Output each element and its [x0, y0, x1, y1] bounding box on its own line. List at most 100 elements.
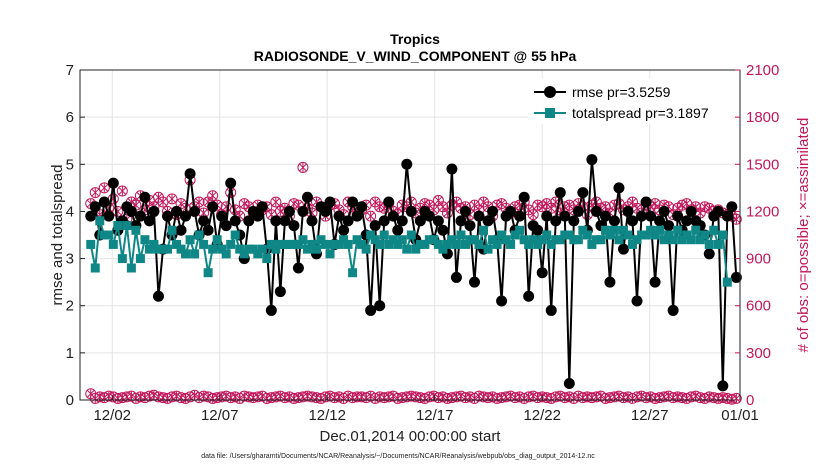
spread-point	[126, 263, 136, 273]
spread-point	[456, 230, 466, 240]
spread-point	[623, 230, 633, 240]
rmse-point	[89, 201, 101, 213]
tick-label-right: 300	[746, 345, 771, 362]
legend-box	[528, 78, 733, 124]
obs-possible-marker	[98, 182, 110, 194]
tick-label-left: 4	[66, 203, 74, 220]
rmse-point	[387, 210, 399, 222]
rmse-point	[405, 205, 417, 217]
rmse-line	[89, 159, 738, 386]
rmse-point	[568, 215, 580, 227]
obs-possible-marker	[112, 205, 124, 217]
rmse-point	[107, 177, 119, 189]
spread-point	[361, 244, 371, 254]
legend-rmse-label: rmse pr=3.5259	[572, 84, 671, 100]
rmse-point	[550, 215, 562, 227]
spread-point	[330, 239, 340, 249]
spread-point	[203, 268, 213, 278]
obs-assimilated-marker	[529, 210, 538, 220]
spread-point	[668, 235, 678, 245]
tick-label-right: 900	[746, 251, 771, 268]
spread-point	[104, 230, 114, 240]
spread-point	[479, 225, 489, 235]
rmse-point	[125, 205, 137, 217]
rmse-point	[103, 210, 115, 222]
rmse-point	[590, 205, 602, 217]
left-axis: 0 1 2 3 4 5 6 7	[66, 62, 85, 409]
spread-point	[311, 244, 321, 254]
spread-point	[618, 225, 628, 235]
spread-point	[591, 235, 601, 245]
spread-point	[370, 235, 380, 245]
spread-point	[298, 235, 308, 245]
spread-point	[677, 235, 687, 245]
spread-point	[244, 244, 254, 254]
spread-point	[235, 244, 245, 254]
right-axis: 0 300 600 900 1200 1500 1800 2100	[735, 62, 779, 409]
rmse-point	[134, 210, 146, 222]
rmse-point	[351, 210, 363, 222]
rmse-point	[306, 215, 318, 227]
rmse-point	[613, 182, 625, 194]
series-rmse	[85, 154, 742, 392]
footer-text: data file: /Users/gharamti/Documents/NCA…	[201, 453, 595, 460]
spread-point	[465, 235, 475, 245]
right-axis-label: # of obs: o=possible; ×=assimilated	[795, 118, 812, 353]
spread-point	[447, 235, 457, 245]
spread-point	[185, 235, 195, 245]
rmse-point	[365, 304, 377, 316]
spread-point	[144, 244, 154, 254]
rmse-point	[617, 243, 629, 255]
tick-label-x: 12/17	[416, 407, 454, 424]
spread-point	[316, 235, 326, 245]
spread-point	[321, 239, 331, 249]
obs-possible-marker	[116, 185, 128, 197]
spread-point	[307, 239, 317, 249]
spread-point	[140, 235, 150, 245]
rmse-point	[496, 295, 508, 307]
rmse-point	[292, 262, 304, 274]
rmse-point	[667, 304, 679, 316]
x-axis-label: Dec.01,2014 00:00:00 start	[320, 428, 502, 445]
spread-point	[352, 235, 362, 245]
spread-point	[564, 230, 574, 240]
rmse-point	[554, 187, 566, 199]
tick-label-right: 0	[746, 392, 754, 409]
spread-point	[339, 235, 349, 245]
rmse-point	[482, 215, 494, 227]
tick-label-left: 1	[66, 345, 74, 362]
rmse-point	[645, 210, 657, 222]
obs-possible-marker	[730, 392, 742, 404]
rmse-point	[559, 210, 571, 222]
x-axis: 12/02 12/07 12/12 12/17 12/22 12/27 01/01	[93, 395, 759, 424]
obs-possible-marker	[365, 210, 377, 222]
spread-point	[474, 239, 484, 249]
rmse-point	[726, 201, 738, 213]
spread-point	[176, 244, 186, 254]
rmse-point	[663, 220, 675, 232]
spread-point	[510, 230, 520, 240]
spread-point	[149, 239, 159, 249]
spread-point	[86, 239, 96, 249]
tick-label-left: 0	[66, 392, 74, 409]
spread-point	[704, 239, 714, 249]
spread-point	[357, 239, 367, 249]
rmse-point	[301, 191, 313, 203]
rmse-point	[396, 215, 408, 227]
rmse-point	[437, 224, 449, 236]
spread-point	[275, 239, 285, 249]
spread-point	[664, 230, 674, 240]
rmse-point	[383, 196, 395, 208]
tick-label-x: 12/12	[308, 407, 346, 424]
tick-label-x: 01/01	[721, 407, 759, 424]
obs-assimilated-marker	[91, 188, 100, 198]
rmse-point	[175, 224, 187, 236]
spread-point	[533, 239, 543, 249]
spread-point	[551, 235, 561, 245]
spread-point	[402, 244, 412, 254]
rmse-point	[374, 300, 386, 312]
spread-point	[483, 244, 493, 254]
spread-point	[524, 239, 534, 249]
spread-point	[659, 235, 669, 245]
